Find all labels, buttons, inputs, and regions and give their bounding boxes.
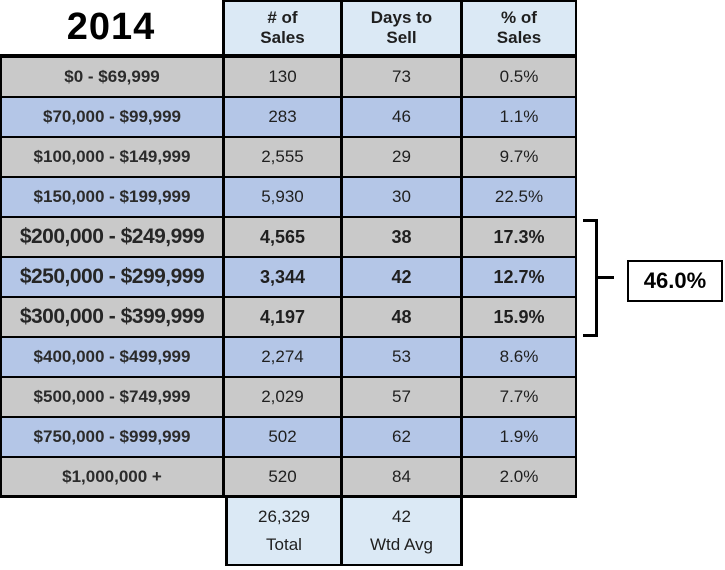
pct-sales-value: 1.9% (463, 418, 577, 456)
pct-sales-value: 9.7% (463, 138, 577, 176)
price-range-label: $100,000 - $149,999 (2, 138, 225, 176)
days-to-sell-value: 73 (343, 58, 463, 96)
price-range-label: $300,000 - $399,999 (2, 298, 225, 336)
pct-sales-value: 1.1% (463, 98, 577, 136)
price-range-label: $500,000 - $749,999 (2, 378, 225, 416)
wtd-avg-days-cell: 42 Wtd Avg (343, 498, 463, 566)
days-to-sell-value: 42 (343, 258, 463, 296)
combined-percentage-callout: 46.0% (627, 260, 723, 302)
price-range-label: $750,000 - $999,999 (2, 418, 225, 456)
days-to-sell-value: 62 (343, 418, 463, 456)
table-row: $0 - $69,999 130 73 0.5% (0, 58, 577, 98)
group-bracket (583, 219, 598, 337)
pct-sales-value: 17.3% (463, 218, 577, 256)
wtd-avg-days-value: 42 (392, 506, 411, 526)
table-row-highlighted: $200,000 - $249,999 4,565 38 17.3% (0, 218, 577, 258)
num-sales-value: 502 (225, 418, 343, 456)
days-to-sell-value: 38 (343, 218, 463, 256)
num-sales-value: 2,029 (225, 378, 343, 416)
footer-row: 26,329 Total 42 Wtd Avg (0, 498, 577, 566)
col-header-days-to-sell: Days to Sell (343, 0, 463, 54)
pct-sales-value: 15.9% (463, 298, 577, 336)
year-title: 2014 (0, 0, 225, 54)
pct-sales-value: 0.5% (463, 58, 577, 96)
num-sales-value: 2,274 (225, 338, 343, 376)
days-to-sell-value: 30 (343, 178, 463, 216)
wtd-avg-days-label: Wtd Avg (370, 535, 433, 555)
total-sales-label: Total (266, 535, 302, 555)
price-range-label: $70,000 - $99,999 (2, 98, 225, 136)
pct-sales-value: 2.0% (463, 458, 577, 495)
days-to-sell-value: 46 (343, 98, 463, 136)
table-row: $100,000 - $149,999 2,555 29 9.7% (0, 138, 577, 178)
total-sales-value: 26,329 (258, 506, 310, 526)
price-range-label: $250,000 - $299,999 (2, 258, 225, 296)
group-bracket-tick (598, 276, 614, 279)
table-row: $750,000 - $999,999 502 62 1.9% (0, 418, 577, 458)
price-range-label: $200,000 - $249,999 (2, 218, 225, 256)
table-row-highlighted: $250,000 - $299,999 3,344 42 12.7% (0, 258, 577, 298)
pct-sales-value: 12.7% (463, 258, 577, 296)
table-row: $70,000 - $99,999 283 46 1.1% (0, 98, 577, 138)
price-range-label: $1,000,000 + (2, 458, 225, 495)
days-to-sell-value: 48 (343, 298, 463, 336)
table-row-highlighted: $300,000 - $399,999 4,197 48 15.9% (0, 298, 577, 338)
num-sales-value: 283 (225, 98, 343, 136)
days-to-sell-value: 53 (343, 338, 463, 376)
col-header-pct-sales: % of Sales (463, 0, 577, 54)
table-row: $1,000,000 + 520 84 2.0% (0, 458, 577, 498)
sales-table: 2014 # of Sales Days to Sell % of Sales … (0, 0, 577, 566)
table-row: $500,000 - $749,999 2,029 57 7.7% (0, 378, 577, 418)
days-to-sell-value: 29 (343, 138, 463, 176)
days-to-sell-value: 57 (343, 378, 463, 416)
days-to-sell-value: 84 (343, 458, 463, 495)
num-sales-value: 4,565 (225, 218, 343, 256)
num-sales-value: 3,344 (225, 258, 343, 296)
pct-sales-value: 7.7% (463, 378, 577, 416)
pct-sales-value: 8.6% (463, 338, 577, 376)
table-row: $150,000 - $199,999 5,930 30 22.5% (0, 178, 577, 218)
num-sales-value: 2,555 (225, 138, 343, 176)
num-sales-value: 5,930 (225, 178, 343, 216)
total-sales-cell: 26,329 Total (225, 498, 343, 566)
footer-spacer (0, 498, 225, 566)
price-range-label: $0 - $69,999 (2, 58, 225, 96)
col-header-num-sales: # of Sales (225, 0, 343, 54)
num-sales-value: 130 (225, 58, 343, 96)
price-range-label: $400,000 - $499,999 (2, 338, 225, 376)
num-sales-value: 520 (225, 458, 343, 495)
num-sales-value: 4,197 (225, 298, 343, 336)
table-row: $400,000 - $499,999 2,274 53 8.6% (0, 338, 577, 378)
header-row: 2014 # of Sales Days to Sell % of Sales (0, 0, 577, 58)
price-range-label: $150,000 - $199,999 (2, 178, 225, 216)
pct-sales-value: 22.5% (463, 178, 577, 216)
